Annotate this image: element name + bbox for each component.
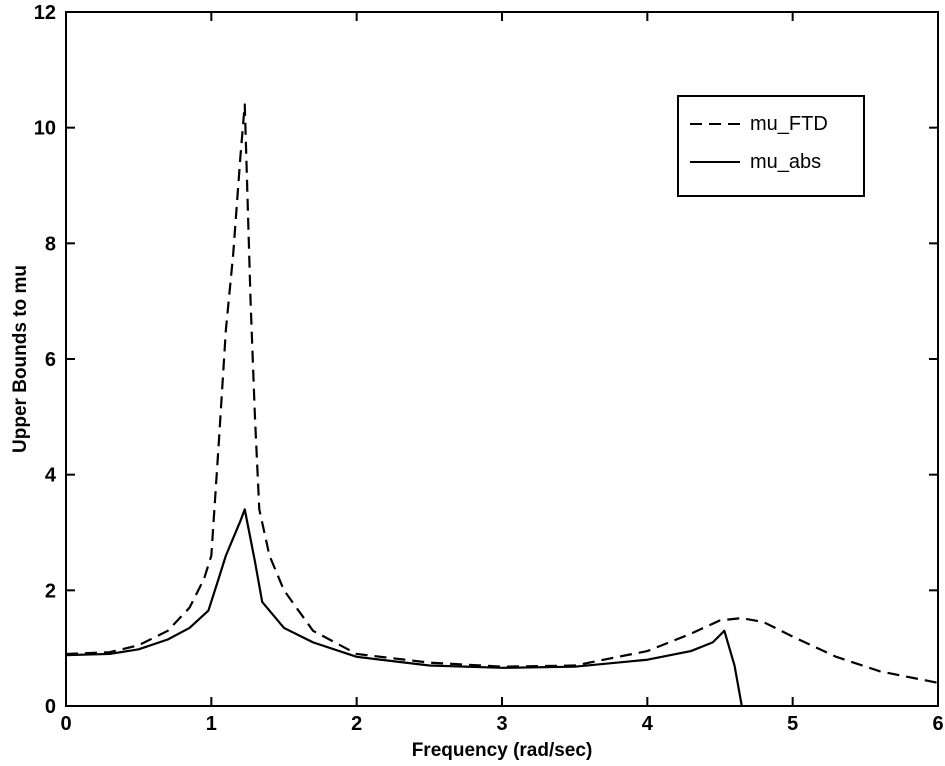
y-tick-label: 6 [45, 349, 56, 371]
x-tick-label: 0 [60, 713, 71, 735]
x-tick-label: 2 [351, 713, 362, 735]
legend-label-mu-abs: mu_abs [750, 151, 821, 173]
x-axis-title: Frequency (rad/sec) [412, 740, 593, 761]
series-line-mu-ftd [65, 103, 939, 684]
y-tick-label: 0 [45, 696, 56, 718]
x-tick-label: 6 [932, 713, 943, 735]
series-layer [65, 103, 939, 707]
x-tick-label: 1 [206, 713, 217, 735]
series-line-mu-abs [65, 508, 743, 707]
x-tick-label: 5 [787, 713, 798, 735]
y-tick-label: 8 [45, 233, 56, 255]
x-tick-label: 4 [642, 713, 654, 735]
y-tick-label: 10 [34, 118, 56, 140]
legend-box [677, 95, 865, 197]
x-tick-label: 3 [496, 713, 507, 735]
legend: mu_FTD mu_abs [677, 95, 865, 197]
y-tick-label: 12 [34, 2, 56, 24]
y-axis-title: Upper Bounds to mu [10, 265, 31, 453]
y-tick-label: 2 [45, 580, 56, 602]
legend-label-mu-ftd: mu_FTD [750, 113, 828, 135]
y-tick-label: 4 [45, 465, 57, 487]
